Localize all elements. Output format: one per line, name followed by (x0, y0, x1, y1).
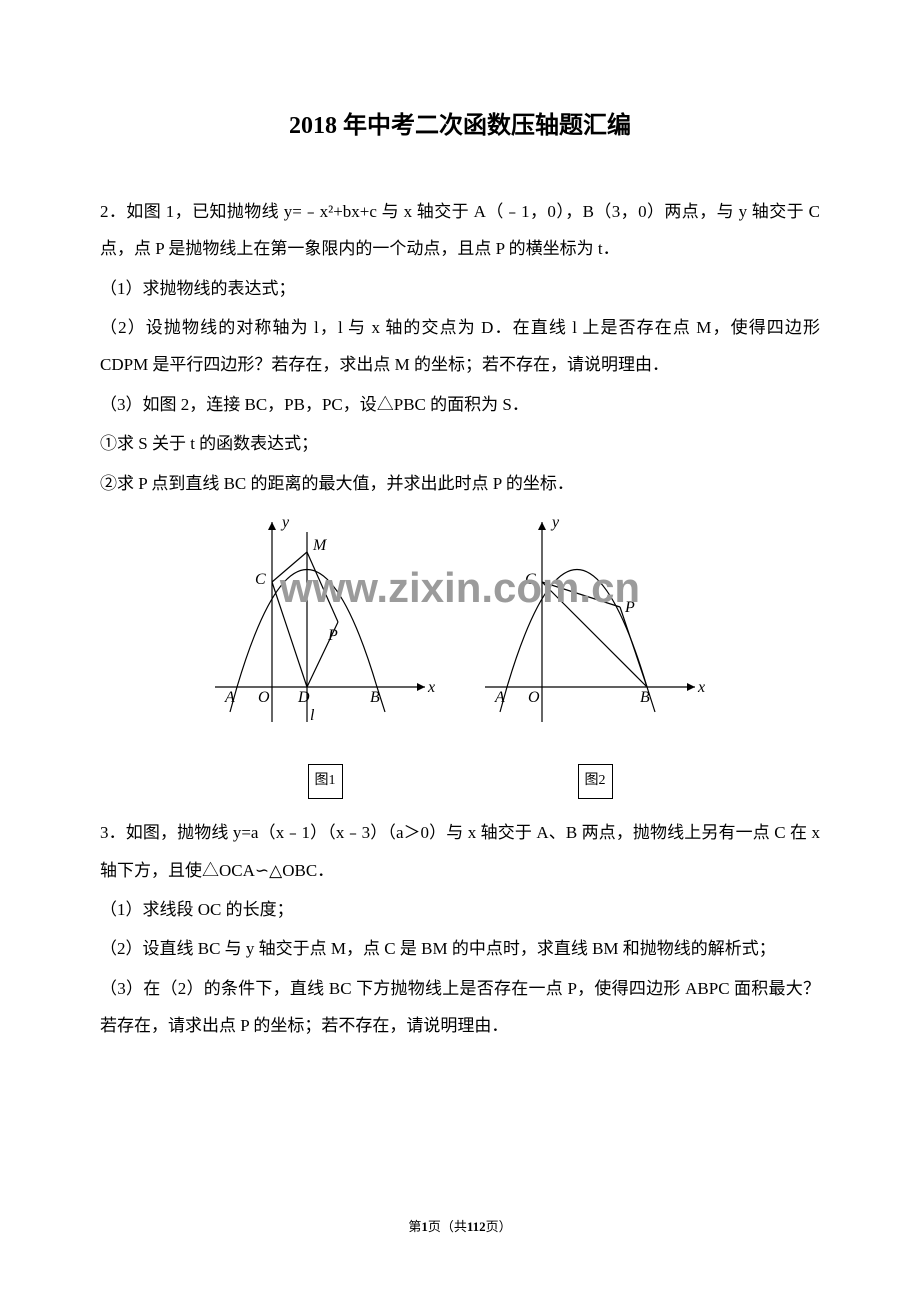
figure-2-label: 图2 (578, 764, 613, 799)
problem-3-q3: （3）在（2）的条件下，直线 BC 下方抛物线上是否存在一点 P，使得四边形 A… (100, 970, 820, 1045)
footer-prefix: 第 (408, 1219, 421, 1234)
problem-2-q2: （2）设抛物线的对称轴为 l，l 与 x 轴的交点为 D．在直线 l 上是否存在… (100, 309, 820, 384)
fig1-x-label: x (427, 679, 435, 696)
fig1-D-label: D (297, 689, 310, 706)
problem-3-q2: （2）设直线 BC 与 y 轴交于点 M，点 C 是 BM 的中点时，求直线 B… (100, 930, 820, 967)
document-title: 2018 年中考二次函数压轴题汇编 (100, 100, 820, 153)
footer-mid: 页（共 (428, 1219, 467, 1234)
problem-2-q1: （1）求抛物线的表达式； (100, 270, 820, 307)
problem-2-q3b: ②求 P 点到直线 BC 的距离的最大值，并求出此时点 P 的坐标． (100, 465, 820, 502)
figure-2: y x A O B C P 图2 (480, 512, 710, 799)
footer-total: 112 (467, 1219, 486, 1234)
footer-suffix: 页） (486, 1219, 512, 1234)
fig1-l-label: l (310, 707, 315, 724)
figures-container: www.zixin.com.cn y x (100, 512, 820, 799)
problem-2-intro: 2．如图 1，已知抛物线 y=﹣x²+bx+c 与 x 轴交于 A（﹣1，0），… (100, 193, 820, 268)
fig1-O-label: O (258, 689, 270, 706)
fig2-O-label: O (528, 689, 540, 706)
figure-1-svg: y x A O D B C M P l (210, 512, 440, 747)
problem-2-q3: （3）如图 2，连接 BC，PB，PC，设△PBC 的面积为 S． (100, 386, 820, 423)
fig2-P-label: P (624, 599, 635, 616)
figure-2-svg: y x A O B C P (480, 512, 710, 747)
problem-3-q1: （1）求线段 OC 的长度； (100, 891, 820, 928)
problem-3-intro: 3．如图，抛物线 y=a（x﹣1）（x﹣3）（a＞0）与 x 轴交于 A、B 两… (100, 814, 820, 889)
figure-1-label: 图1 (308, 764, 343, 799)
fig1-B-label: B (370, 689, 380, 706)
fig1-M-label: M (312, 537, 328, 554)
fig2-B-label: B (640, 689, 650, 706)
fig1-y-label: y (280, 514, 290, 531)
problem-2-q3a: ①求 S 关于 t 的函数表达式； (100, 425, 820, 462)
page-footer: 第1页（共112页） (0, 1213, 920, 1242)
figure-1: y x A O D B C M P l 图1 (210, 512, 440, 799)
fig2-A-label: A (494, 689, 505, 706)
fig1-C-label: C (255, 571, 266, 588)
fig2-y-label: y (550, 514, 560, 531)
fig2-x-label: x (697, 679, 705, 696)
fig1-A-label: A (224, 689, 235, 706)
fig2-C-label: C (525, 571, 536, 588)
fig1-P-label: P (327, 627, 338, 644)
